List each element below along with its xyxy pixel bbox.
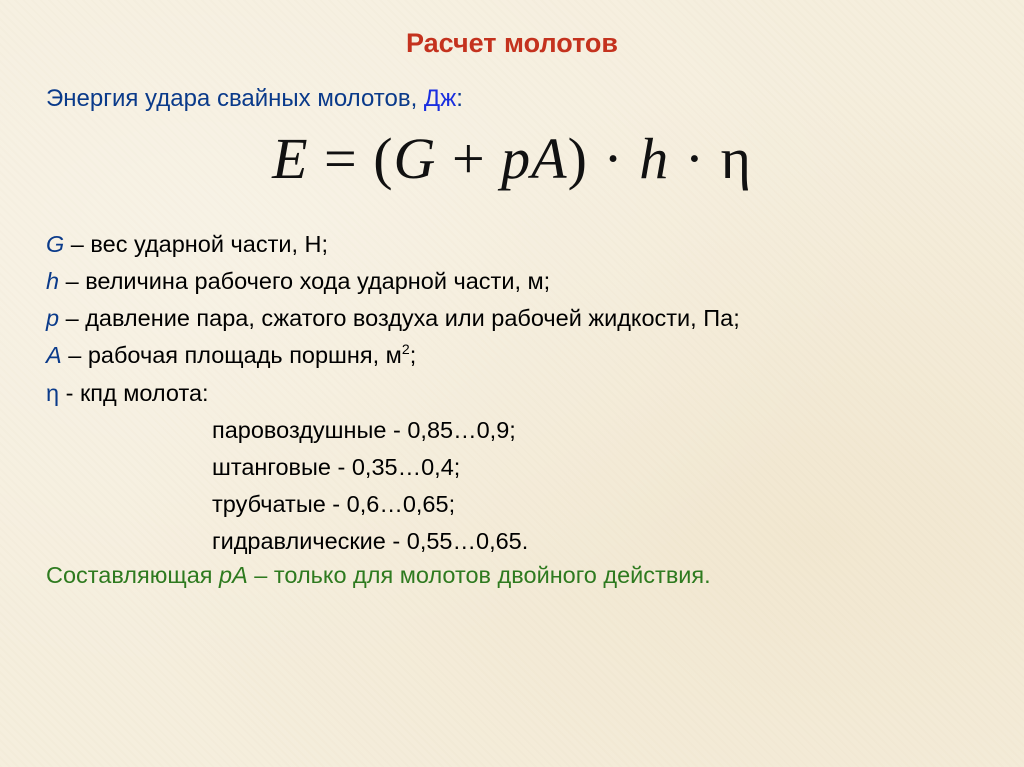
legend-text: - кпд молота: <box>59 380 208 406</box>
legend-row: p – давление пара, сжатого воздуха или р… <box>46 300 980 337</box>
legend-row: G – вес ударной части, Н; <box>46 226 980 263</box>
formula-eq: = ( <box>309 126 394 191</box>
legend-sym: A <box>46 342 62 368</box>
intro-line: Энергия удара свайных молотов, Дж: <box>46 85 980 113</box>
formula-close: ) · <box>568 126 640 191</box>
eta-value-row: трубчатые - 0,6…0,65; <box>212 486 980 523</box>
intro-text: Энергия удара свайных молотов, <box>46 85 424 112</box>
legend-text-post: ; <box>410 342 417 368</box>
note-post: – только для молотов двойного действия. <box>248 562 711 588</box>
eta-value-row: паровоздушные - 0,85…0,9; <box>212 412 980 449</box>
formula-h: h <box>639 126 669 191</box>
eta-values-block: паровоздушные - 0,85…0,9; штанговые - 0,… <box>212 412 980 561</box>
formula-eta: η <box>721 126 752 191</box>
formula-G: G <box>394 126 437 191</box>
formula-plus: + <box>436 126 501 191</box>
footnote: Составляющая pA – только для молотов дво… <box>46 562 980 589</box>
eta-value-row: гидравлические - 0,55…0,65. <box>212 523 980 560</box>
legend-text: – давление пара, сжатого воздуха или раб… <box>59 305 740 331</box>
legend-text-pre: – рабочая площадь поршня, м <box>62 342 402 368</box>
legend-block: G – вес ударной части, Н; h – величина р… <box>46 226 980 412</box>
legend-sym: p <box>46 305 59 331</box>
legend-sup: 2 <box>402 342 410 358</box>
legend-row: η - кпд молота: <box>46 375 980 412</box>
intro-tail: : <box>456 85 463 112</box>
note-pre: Составляющая <box>46 562 219 588</box>
formula-E: E <box>272 126 308 191</box>
legend-text: – величина рабочего хода ударной части, … <box>59 268 550 294</box>
legend-row: A – рабочая площадь поршня, м2; <box>46 337 980 374</box>
legend-sym: η <box>46 380 59 406</box>
main-formula: E = (G + pA) · h · η <box>44 125 980 192</box>
formula-p: p <box>501 126 531 191</box>
formula-A: A <box>531 126 567 191</box>
eta-value-row: штанговые - 0,35…0,4; <box>212 449 980 486</box>
note-term: pA <box>219 562 248 588</box>
intro-unit: Дж <box>424 85 456 112</box>
legend-sym: h <box>46 268 59 294</box>
legend-text: – вес ударной части, Н; <box>64 231 328 257</box>
page-title: Расчет молотов <box>44 28 980 59</box>
legend-sym: G <box>46 231 64 257</box>
formula-dot: · <box>669 126 720 191</box>
legend-row: h – величина рабочего хода ударной части… <box>46 263 980 300</box>
